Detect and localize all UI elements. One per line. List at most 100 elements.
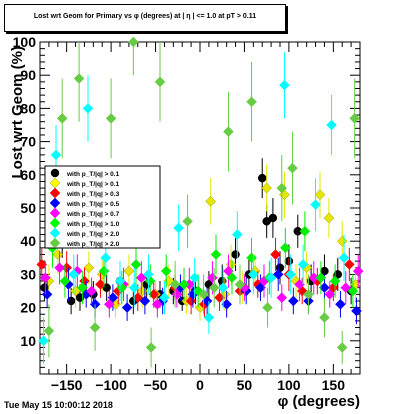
data-point xyxy=(121,302,133,313)
legend-label: with p_T/|q| > 2.0 xyxy=(66,231,120,238)
data-point xyxy=(340,282,352,294)
data-point xyxy=(169,279,181,290)
data-point xyxy=(287,162,298,174)
data-point xyxy=(246,252,257,264)
data-point xyxy=(70,285,81,297)
x-tick-label: −50 xyxy=(144,377,168,393)
y-tick-label: 50 xyxy=(20,200,36,216)
data-point xyxy=(226,272,238,284)
data-point xyxy=(257,173,267,183)
x-tick-label: −100 xyxy=(95,377,127,393)
x-tick-label: −150 xyxy=(51,377,83,393)
data-point xyxy=(178,279,190,290)
data-point xyxy=(160,265,172,277)
data-point xyxy=(234,279,246,290)
data-point xyxy=(223,126,234,137)
data-point xyxy=(127,36,139,48)
x-tick-label: 150 xyxy=(322,377,346,393)
data-point xyxy=(287,295,299,307)
data-point xyxy=(143,269,154,280)
x-axis-label: φ (degrees) xyxy=(278,393,360,410)
data-point xyxy=(50,149,62,161)
data-point xyxy=(347,285,359,297)
data-point xyxy=(83,262,95,274)
data-point xyxy=(315,272,327,284)
data-point xyxy=(114,275,126,287)
data-point xyxy=(139,295,151,307)
data-point xyxy=(326,119,337,131)
data-point xyxy=(171,288,183,300)
data-point xyxy=(135,272,147,284)
data-point xyxy=(303,288,314,300)
legend-label: with p_T/|q| > 1.0 xyxy=(66,221,120,228)
y-tick-label: 20 xyxy=(20,300,36,316)
data-point xyxy=(82,103,94,114)
y-axis-label: Lost wrt Geom (%) xyxy=(9,46,26,179)
data-point xyxy=(205,196,217,207)
data-point xyxy=(285,269,297,280)
data-point xyxy=(308,272,320,284)
data-point xyxy=(39,272,51,284)
y-tick-label: 90 xyxy=(20,67,36,83)
y-tick-label: 60 xyxy=(20,167,36,183)
chart-title: Lost wrt Geom for Primary vs φ (degrees)… xyxy=(33,13,257,20)
data-point xyxy=(130,259,142,270)
data-point xyxy=(314,189,326,201)
data-point xyxy=(151,298,163,310)
data-point xyxy=(329,275,341,287)
x-tick-label: 50 xyxy=(237,377,253,393)
legend-label: with p_T/|q| > 0.7 xyxy=(66,211,120,218)
y-tick-label: 10 xyxy=(20,333,36,349)
data-point xyxy=(128,282,140,294)
data-point xyxy=(279,79,290,91)
data-point xyxy=(89,322,101,333)
data-point xyxy=(98,265,110,277)
data-point xyxy=(56,113,68,124)
data-point xyxy=(261,182,273,194)
y-tick-label: 100 xyxy=(13,34,37,50)
y-tick-label: 30 xyxy=(20,266,36,282)
data-point xyxy=(319,312,330,323)
legend-label: with p_T/|q| > 0.1 xyxy=(66,181,120,188)
data-point xyxy=(210,249,222,260)
data-point xyxy=(189,272,201,284)
data-point xyxy=(173,222,185,234)
data-point xyxy=(268,213,278,223)
data-point xyxy=(336,235,348,247)
x-tick-label: 0 xyxy=(196,377,204,393)
data-point xyxy=(323,212,335,224)
legend-label: with p_T/|q| > 2.0 xyxy=(66,241,120,248)
data-point xyxy=(299,225,311,237)
data-point xyxy=(272,269,284,280)
data-point xyxy=(203,312,215,323)
data-point xyxy=(105,113,117,124)
data-point xyxy=(336,342,348,353)
data-point xyxy=(352,265,364,277)
data-point xyxy=(262,302,273,313)
data-point xyxy=(310,199,321,211)
data-point xyxy=(338,252,350,264)
legend-label: with p_T/|q| > 0.5 xyxy=(66,201,120,208)
data-point xyxy=(207,272,218,284)
data-point xyxy=(335,298,346,310)
data-point xyxy=(77,282,89,294)
data-point xyxy=(123,265,135,277)
y-tick-label: 40 xyxy=(20,233,36,249)
data-point xyxy=(86,285,97,297)
legend-label: with p_T/|q| > 0.1 xyxy=(66,171,120,178)
legend-marker xyxy=(50,168,60,178)
data-point xyxy=(182,215,193,227)
y-tick-label: 70 xyxy=(20,134,36,150)
data-point xyxy=(154,76,166,88)
data-point xyxy=(59,275,71,287)
timestamp: Tue May 15 10:00:12 2018 xyxy=(4,400,113,410)
data-point xyxy=(41,288,53,300)
data-point xyxy=(61,262,73,274)
data-point xyxy=(100,252,112,264)
data-point xyxy=(68,269,80,280)
data-point xyxy=(279,242,291,254)
data-point xyxy=(276,182,288,194)
data-point xyxy=(159,292,170,303)
data-point xyxy=(198,288,209,300)
